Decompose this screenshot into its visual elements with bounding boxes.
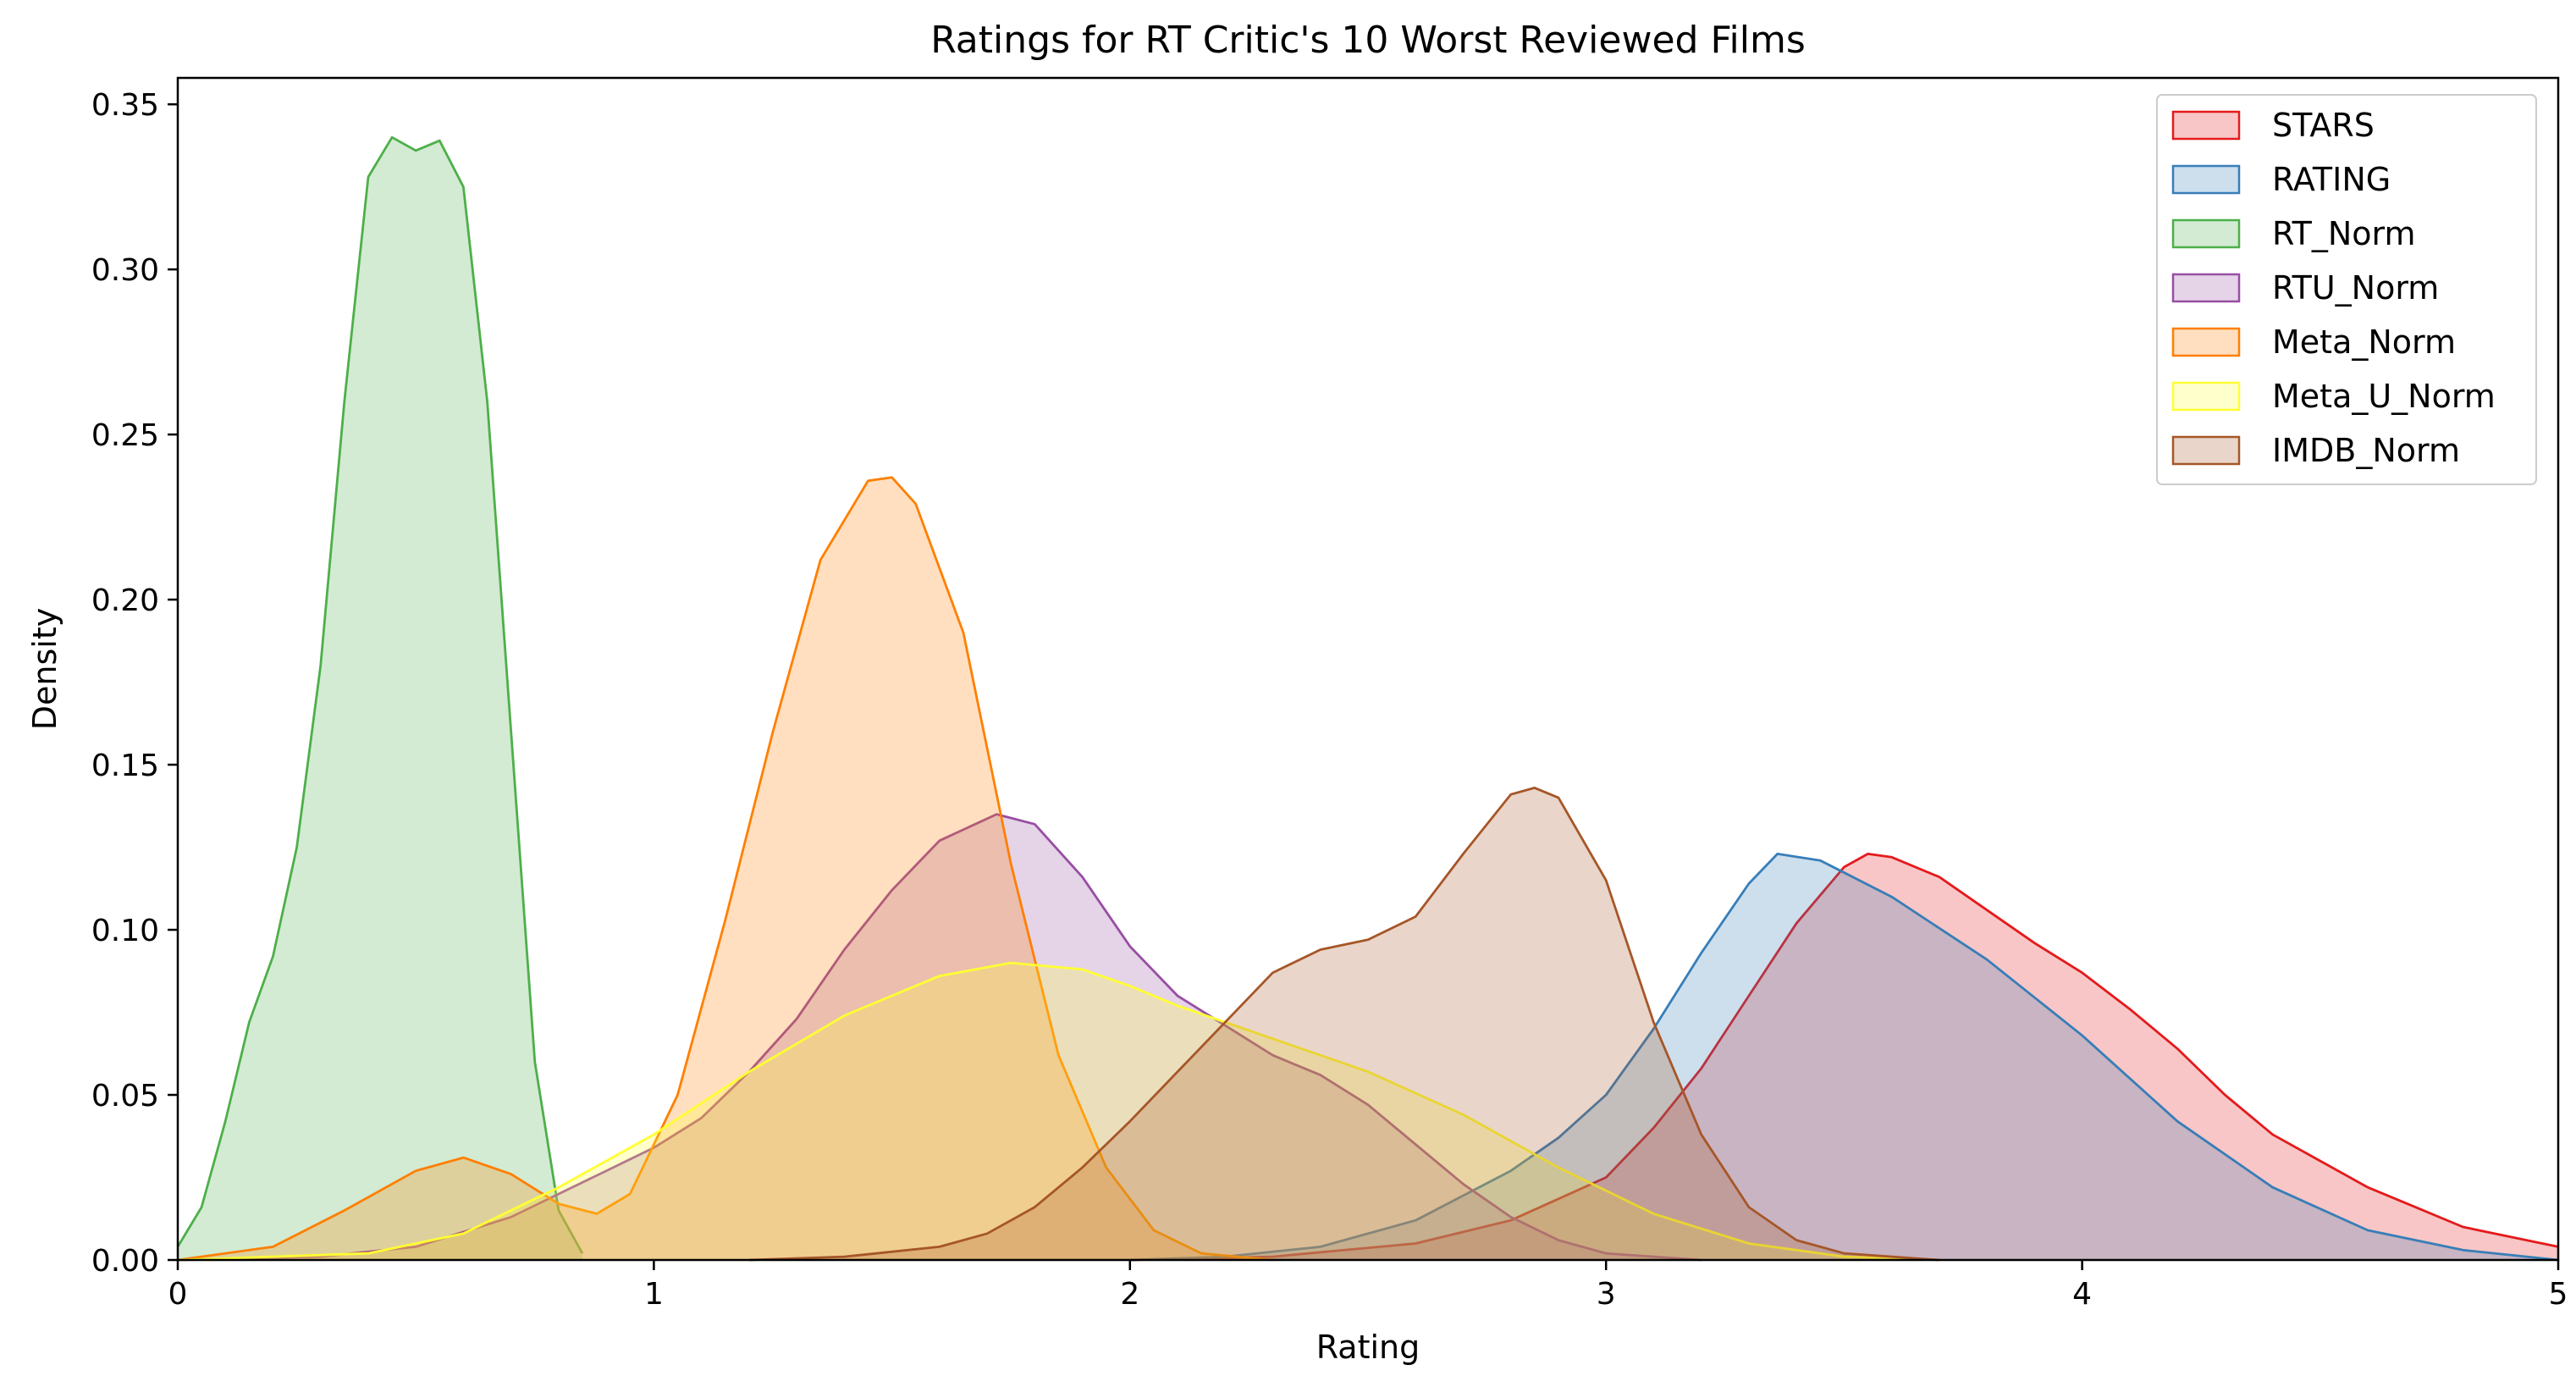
density-line [176, 135, 584, 1254]
legend-item: RATING [2171, 161, 2391, 198]
legend-swatch [2171, 273, 2241, 303]
legend-item: RT_Norm [2171, 215, 2416, 252]
legend-label: RATING [2272, 161, 2391, 198]
legend-swatch [2171, 381, 2241, 412]
density-line [177, 476, 1273, 1262]
x-axis-ticks: 0 1 2 3 4 5 [168, 1260, 2568, 1312]
density-line [1129, 853, 2559, 1262]
series-meta-norm [177, 476, 1273, 1262]
legend-box [2156, 94, 2537, 485]
series-rating [1129, 853, 2559, 1262]
density-line [1129, 853, 2559, 1262]
x-tick-label: 2 [1120, 1277, 1139, 1312]
legend-item: IMDB_Norm [2171, 432, 2460, 469]
legend-item: Meta_U_Norm [2171, 378, 2496, 415]
x-tick-label: 0 [168, 1277, 188, 1312]
density-area [1129, 854, 2558, 1260]
x-tick-label: 1 [644, 1277, 664, 1312]
series-layer [176, 135, 2559, 1262]
legend-label: Meta_Norm [2272, 323, 2456, 361]
legend-label: RTU_Norm [2272, 269, 2439, 307]
density-area [178, 963, 1939, 1260]
density-area [178, 137, 582, 1261]
density-area [748, 787, 1939, 1260]
y-tick-label: 0.25 [91, 418, 159, 453]
x-tick-label: 5 [2549, 1277, 2568, 1312]
y-tick-label: 0.20 [91, 583, 159, 618]
legend-swatch [2171, 164, 2241, 195]
x-tick-label: 4 [2072, 1277, 2092, 1312]
y-axis-ticks: 0.00 0.05 0.10 0.15 0.20 0.25 0.30 0.35 [91, 88, 178, 1279]
legend-item: STARS [2171, 107, 2375, 144]
series-stars [1129, 853, 2559, 1262]
chart-title: Ratings for RT Critic's 10 Worst Reviewe… [930, 19, 1806, 62]
series-meta-u-norm [177, 961, 1939, 1262]
y-tick-label: 0.35 [91, 88, 159, 123]
y-tick-label: 0.10 [91, 914, 159, 948]
density-area [1129, 854, 2558, 1260]
legend-label: Meta_U_Norm [2272, 378, 2496, 415]
x-tick-label: 3 [1597, 1277, 1616, 1312]
legend: STARS RATING RT_Norm RTU_Norm Meta_Norm Meta_… [2156, 94, 2537, 485]
legend-item: Meta_Norm [2171, 323, 2456, 361]
y-axis-label: Density [26, 608, 63, 730]
plot-area-frame [176, 76, 2560, 1262]
x-axis-label: Rating [1316, 1329, 1420, 1366]
series-rt-norm [176, 135, 584, 1261]
legend-swatch [2171, 327, 2241, 357]
y-tick-label: 0.05 [91, 1079, 159, 1113]
density-line [748, 787, 1939, 1262]
density-area [178, 477, 1273, 1260]
density-area [178, 814, 1702, 1260]
legend-item: RTU_Norm [2171, 269, 2439, 307]
y-tick-label: 0.15 [91, 749, 159, 783]
y-tick-label: 0.30 [91, 253, 159, 288]
y-tick-label: 0.00 [91, 1244, 159, 1279]
legend-items: STARS RATING RT_Norm RTU_Norm Meta_Norm Meta_… [2171, 107, 2496, 469]
density-line [177, 813, 1702, 1262]
series-rtu-norm [177, 813, 1702, 1262]
legend-label: RT_Norm [2272, 215, 2416, 252]
legend-label: IMDB_Norm [2272, 432, 2460, 469]
legend-label: STARS [2272, 107, 2375, 144]
legend-swatch [2171, 218, 2241, 249]
legend-swatch [2171, 435, 2241, 466]
density-line [177, 961, 1939, 1262]
legend-swatch [2171, 110, 2241, 141]
series-imdb-norm [748, 787, 1939, 1262]
